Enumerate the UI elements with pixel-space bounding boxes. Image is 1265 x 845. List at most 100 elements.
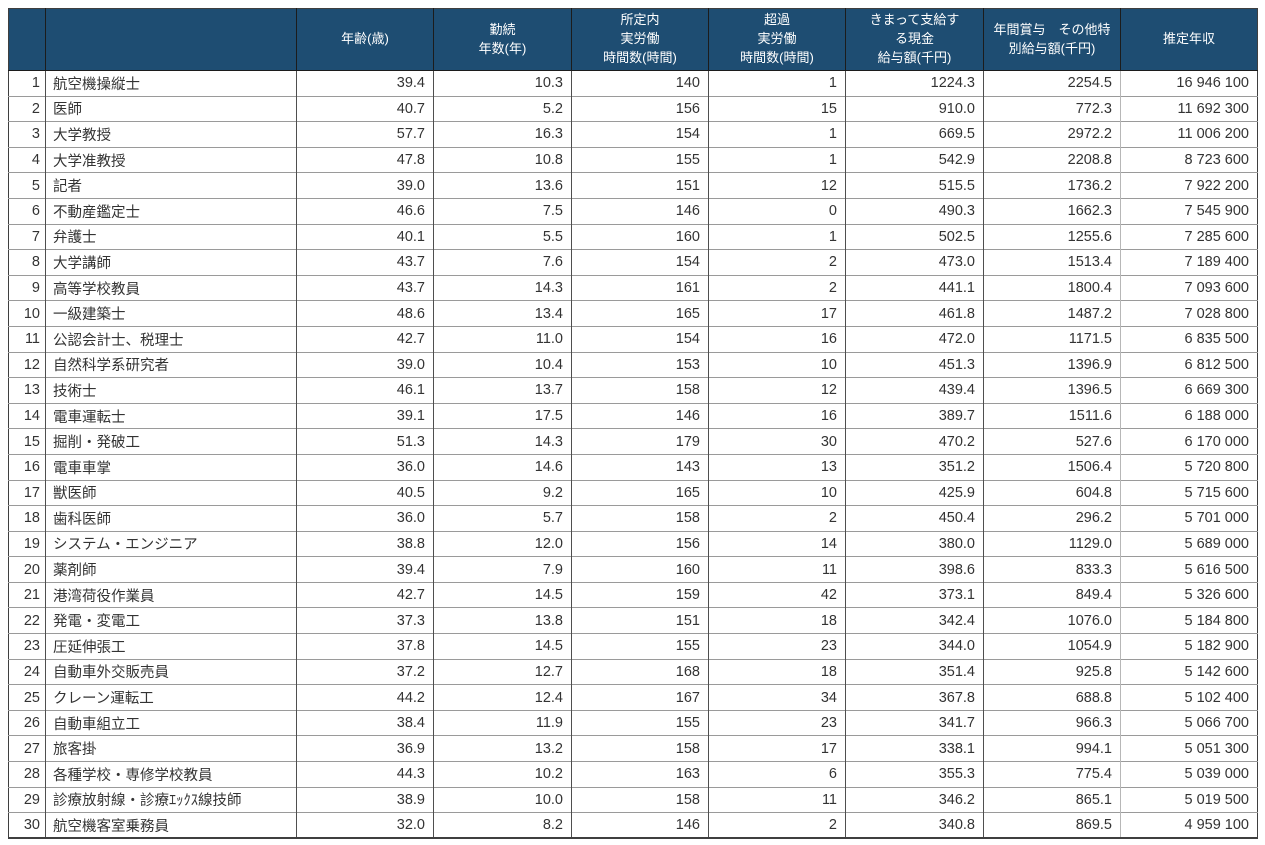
estimated-income-cell: 5 701 000 (1120, 505, 1258, 532)
estimated-income-cell: 5 051 300 (1120, 735, 1258, 762)
occupation-cell: 大学教授 (45, 121, 297, 148)
age-cell: 32.0 (296, 812, 434, 839)
estimated-income-cell: 5 184 800 (1120, 607, 1258, 634)
occupation-cell: 高等学校教員 (45, 274, 297, 301)
tenure-cell: 5.7 (433, 505, 572, 532)
annual-bonus-cell: 869.5 (983, 812, 1121, 839)
estimated-income-cell: 11 692 300 (1120, 95, 1258, 122)
overtime-hours-cell: 12 (708, 172, 846, 199)
occupation-cell: 薬剤師 (45, 556, 297, 583)
header-rank (8, 8, 46, 71)
annual-bonus-cell: 688.8 (983, 684, 1121, 711)
estimated-income-cell: 11 006 200 (1120, 121, 1258, 148)
scheduled-hours-cell: 153 (571, 351, 709, 378)
overtime-hours-cell: 34 (708, 684, 846, 711)
annual-bonus-cell: 1487.2 (983, 300, 1121, 327)
overtime-hours-cell: 10 (708, 479, 846, 506)
rank-cell: 29 (8, 786, 46, 813)
table-row: 9 高等学校教員 43.7 14.3 161 2 441.1 1800.4 7 093 600 (8, 274, 1258, 301)
scheduled-hours-cell: 158 (571, 786, 709, 813)
table-row: 11 公認会計士、税理士 42.7 11.0 154 16 472.0 1171.5 6 835… (8, 325, 1258, 353)
annual-bonus-cell: 1800.4 (983, 274, 1121, 301)
age-cell: 40.7 (296, 95, 434, 122)
tenure-cell: 7.6 (433, 249, 572, 276)
occupation-cell: 掘削・発破工 (45, 428, 297, 455)
cash-salary-cell: 351.2 (845, 453, 984, 480)
cash-salary-cell: 341.7 (845, 709, 984, 736)
age-cell: 39.1 (296, 402, 434, 429)
salary-ranking-table: 年齢(歳) 勤続 年数(年) 所定内 実労働 時間数(時間) 超過 実労働 時間… (8, 8, 1258, 840)
age-cell: 40.5 (296, 479, 434, 506)
age-cell: 37.8 (296, 633, 434, 660)
cash-salary-cell: 669.5 (845, 121, 984, 148)
estimated-income-cell: 5 142 600 (1120, 658, 1258, 685)
estimated-income-cell: 5 019 500 (1120, 786, 1258, 813)
annual-bonus-cell: 1662.3 (983, 197, 1121, 225)
tenure-cell: 14.5 (433, 633, 572, 660)
occupation-cell: 自動車外交販売員 (45, 658, 297, 685)
annual-bonus-cell: 1396.5 (983, 377, 1121, 404)
header-row: 年齢(歳) 勤続 年数(年) 所定内 実労働 時間数(時間) 超過 実労働 時間… (8, 8, 1258, 71)
overtime-hours-cell: 15 (708, 95, 846, 122)
tenure-cell: 11.0 (433, 325, 572, 353)
tenure-cell: 13.8 (433, 607, 572, 634)
tenure-cell: 11.9 (433, 709, 572, 736)
cash-salary-cell: 461.8 (845, 300, 984, 327)
occupation-cell: 歯科医師 (45, 505, 297, 532)
tenure-cell: 10.2 (433, 761, 572, 788)
scheduled-hours-cell: 158 (571, 735, 709, 762)
annual-bonus-cell: 1736.2 (983, 172, 1121, 199)
overtime-hours-cell: 1 (708, 121, 846, 148)
rank-cell: 22 (8, 607, 46, 634)
overtime-hours-cell: 30 (708, 428, 846, 455)
rank-cell: 24 (8, 658, 46, 685)
occupation-cell: 記者 (45, 172, 297, 199)
overtime-hours-cell: 17 (708, 735, 846, 762)
estimated-income-cell: 16 946 100 (1120, 70, 1258, 97)
table-row: 26 自動車組立工 38.4 11.9 155 23 341.7 966.3 5 066 700 (8, 709, 1258, 736)
cash-salary-cell: 470.2 (845, 428, 984, 455)
rank-cell: 27 (8, 735, 46, 762)
estimated-income-cell: 6 669 300 (1120, 377, 1258, 404)
tenure-cell: 14.6 (433, 453, 572, 480)
cash-salary-cell: 542.9 (845, 146, 984, 173)
rank-cell: 12 (8, 351, 46, 378)
cash-salary-cell: 472.0 (845, 325, 984, 353)
age-cell: 43.7 (296, 249, 434, 276)
tenure-cell: 5.5 (433, 223, 572, 250)
table-row: 10 一級建築士 48.6 13.4 165 17 461.8 1487.2 7 028 800 (8, 300, 1258, 327)
rank-cell: 28 (8, 761, 46, 788)
table-body: 1 航空機操縦士 39.4 10.3 140 1 1224.3 2254.5 16 946 10… (8, 70, 1258, 839)
age-cell: 48.6 (296, 300, 434, 327)
tenure-cell: 9.2 (433, 479, 572, 506)
age-cell: 51.3 (296, 428, 434, 455)
age-cell: 39.4 (296, 556, 434, 583)
overtime-hours-cell: 18 (708, 607, 846, 634)
overtime-hours-cell: 12 (708, 377, 846, 404)
occupation-cell: 獣医師 (45, 479, 297, 506)
rank-cell: 1 (8, 70, 46, 97)
scheduled-hours-cell: 155 (571, 633, 709, 660)
cash-salary-cell: 439.4 (845, 377, 984, 404)
overtime-hours-cell: 16 (708, 402, 846, 429)
table-row: 27 旅客掛 36.9 13.2 158 17 338.1 994.1 5 051 300 (8, 735, 1258, 762)
tenure-cell: 7.5 (433, 197, 572, 225)
header-annual-bonus: 年間賞与 その他特 別給与額(千円) (983, 8, 1121, 71)
table-row: 21 港湾荷役作業員 42.7 14.5 159 42 373.1 849.4 5 326 60… (8, 581, 1258, 608)
tenure-cell: 14.3 (433, 274, 572, 301)
age-cell: 42.7 (296, 325, 434, 353)
table-row: 24 自動車外交販売員 37.2 12.7 168 18 351.4 925.8 5 142 6… (8, 658, 1258, 685)
cash-salary-cell: 373.1 (845, 581, 984, 608)
overtime-hours-cell: 16 (708, 325, 846, 353)
rank-cell: 14 (8, 402, 46, 429)
overtime-hours-cell: 10 (708, 351, 846, 378)
scheduled-hours-cell: 143 (571, 453, 709, 480)
rank-cell: 17 (8, 479, 46, 506)
overtime-hours-cell: 1 (708, 70, 846, 97)
occupation-cell: 航空機操縦士 (45, 70, 297, 97)
annual-bonus-cell: 994.1 (983, 735, 1121, 762)
overtime-hours-cell: 11 (708, 556, 846, 583)
rank-cell: 21 (8, 581, 46, 608)
cash-salary-cell: 502.5 (845, 223, 984, 250)
